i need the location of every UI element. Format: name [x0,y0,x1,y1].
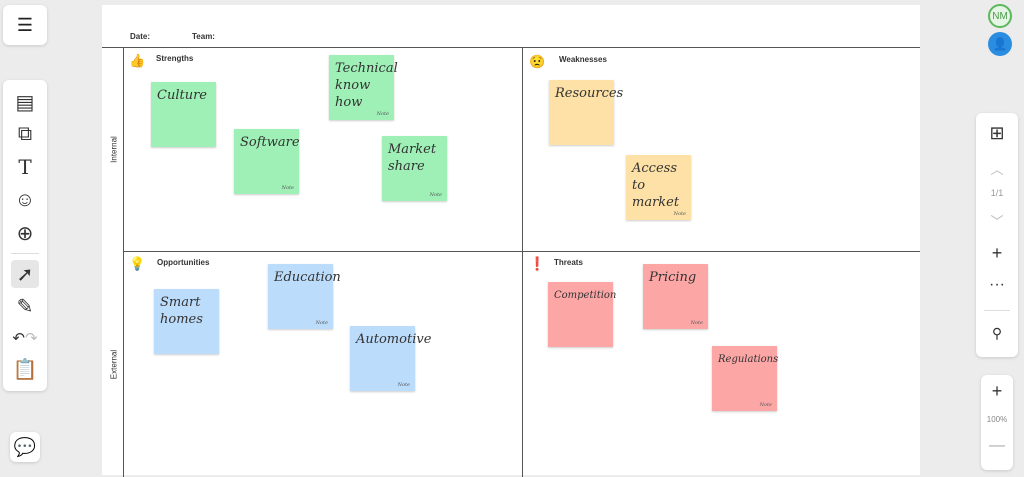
page-panel: ⊞ ︿ 1/1 ﹀ + ··· ⚲ [976,113,1018,357]
lightbulb-icon: 💡 [129,256,146,271]
sticky-note[interactable]: Pricing Note [643,264,708,329]
zoom-out-button[interactable]: — [989,437,1005,454]
sticky-note[interactable]: Access to market Note [626,155,691,220]
sticky-note[interactable]: Education Note [268,264,341,329]
undo-redo[interactable]: ↶ ↷ [12,330,38,347]
search-button[interactable]: ⚲ [991,325,1003,341]
add-user-button[interactable]: 👤 [988,32,1012,56]
sticky-note[interactable]: Automotive Note [350,326,431,391]
internal-label: Internal [109,136,119,163]
page-down-button[interactable]: ﹀ [990,214,1004,229]
sticky-note[interactable]: Culture [151,82,216,147]
sticky-note[interactable]: Software Note [234,129,300,194]
swot-board: Date: Team: Internal External 👍 Strength… [102,5,920,477]
sticky-note[interactable]: Resources [549,80,623,145]
threats-title: Threats [554,258,583,267]
more-button[interactable]: ··· [989,276,1005,293]
warning-icon: ❗ [529,256,546,271]
date-label: Date: [130,32,151,41]
select-tool[interactable]: ➚ [11,260,39,288]
team-label: Team: [192,32,215,41]
page-indicator: 1/1 [990,188,1004,198]
worried-face-icon: 😟 [529,54,546,69]
tools-toolbar: ▤ ⧉ T ☺ ⊕ ➚ ✎ ↶ ↷ 📋 [3,80,47,391]
add-user-icon: 👤 [992,37,1008,51]
zoom-level: 100% [986,415,1008,424]
zoom-in-button[interactable]: + [991,381,1003,401]
zoom-panel: + 100% — [981,375,1013,470]
hamburger-icon: ☰ [16,14,34,35]
clipboard-tool[interactable]: 📋 [12,358,38,381]
upload-tool[interactable]: ⊕ [16,222,34,245]
menu-button[interactable]: ☰ [3,5,47,45]
avatar[interactable]: NM [988,4,1012,28]
shapes-tool[interactable]: ⧉ [17,122,33,145]
chat-button[interactable]: 💬 [10,432,40,462]
strengths-title: Strengths [156,54,194,63]
sticky-note[interactable]: Competition [548,282,616,347]
sticky-note[interactable]: Regulations Note [712,346,778,411]
grid-view-button[interactable]: ⊞ [989,123,1005,143]
sticky-note[interactable]: Market share Note [382,136,447,201]
external-label: External [109,349,119,380]
template-tool[interactable]: ▤ [15,91,35,114]
chat-icon: 💬 [13,436,37,457]
sticker-tool[interactable]: ☺ [14,188,36,211]
page-up-button[interactable]: ︿ [990,162,1004,177]
opportunities-title: Opportunities [157,258,210,267]
thumbs-up-icon: 👍 [129,53,146,68]
sticky-note[interactable]: Smart homes [154,289,219,354]
add-page-button[interactable]: + [991,243,1003,263]
weaknesses-title: Weaknesses [559,55,607,64]
sticky-note[interactable]: Technical know how Note [329,55,398,120]
pen-tool[interactable]: ✎ [16,295,34,318]
text-tool[interactable]: T [18,155,32,179]
